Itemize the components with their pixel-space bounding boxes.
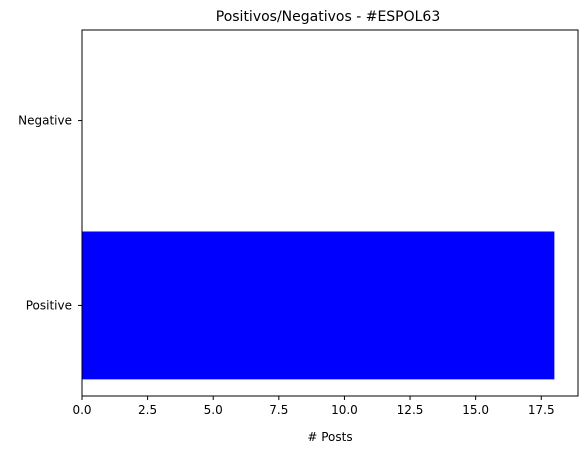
bar-positive [82, 231, 554, 379]
y-tick-label-negative: Negative [18, 114, 72, 128]
x-tick-label: 0.0 [72, 403, 91, 417]
x-tick-label: 2.5 [138, 403, 157, 417]
x-tick-label: 17.5 [528, 403, 555, 417]
x-tick-label: 5.0 [204, 403, 223, 417]
bars-group [82, 231, 554, 379]
x-tick-label: 7.5 [269, 403, 288, 417]
x-axis-label: # Posts [307, 430, 352, 444]
x-axis: 0.0 2.5 5.0 7.5 10.0 12.5 15.0 17.5 [72, 396, 554, 417]
x-tick-label: 15.0 [462, 403, 489, 417]
x-tick-label: 10.0 [331, 403, 358, 417]
y-axis: Positive Negative [18, 114, 82, 313]
y-tick-label-positive: Positive [26, 298, 72, 312]
chart-title: Positivos/Negativos - #ESPOL63 [216, 9, 441, 25]
x-tick-label: 12.5 [397, 403, 424, 417]
